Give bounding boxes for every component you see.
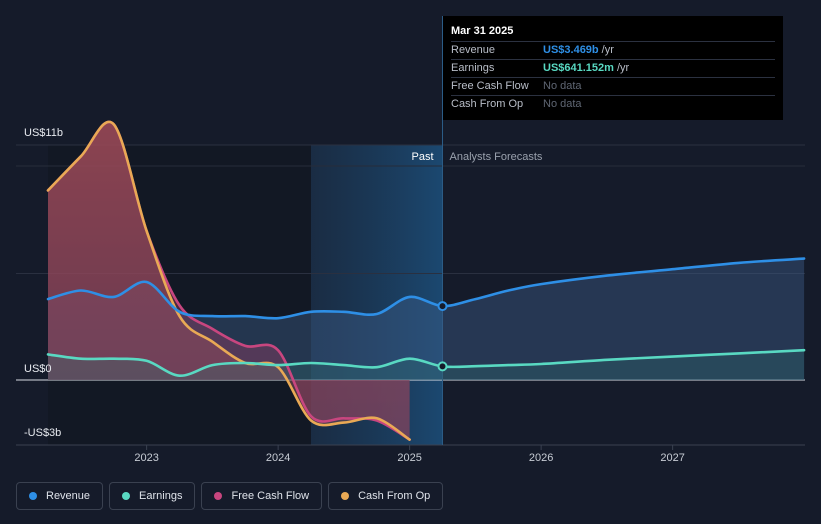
tooltip-value: No data bbox=[543, 98, 582, 110]
tooltip: Mar 31 2025 Revenue US$3.469b /yr Earnin… bbox=[443, 16, 783, 120]
x-tick-label: 2024 bbox=[266, 452, 290, 464]
legend-item-free-cash-flow[interactable]: Free Cash Flow bbox=[201, 482, 323, 510]
legend-label: Earnings bbox=[139, 490, 183, 502]
tooltip-label: Earnings bbox=[451, 62, 495, 74]
tooltip-date: Mar 31 2025 bbox=[451, 25, 514, 37]
legend-label: Free Cash Flow bbox=[231, 490, 310, 502]
tooltip-row-cash-from-op: Cash From Op No data bbox=[451, 95, 775, 113]
cash-from-op-line bbox=[46, 120, 411, 441]
tooltip-row-free-cash-flow: Free Cash Flow No data bbox=[451, 77, 775, 95]
x-tick-label: 2023 bbox=[134, 452, 158, 464]
x-tick-label: 2025 bbox=[397, 452, 421, 464]
tooltip-row-earnings: Earnings US$641.152m /yr bbox=[451, 59, 775, 77]
legend-item-revenue[interactable]: Revenue bbox=[16, 482, 104, 510]
earnings-dot-icon bbox=[122, 492, 131, 500]
tooltip-unit: /yr bbox=[601, 44, 614, 56]
tooltip-value: US$641.152m bbox=[543, 62, 614, 74]
revenue-dot-icon bbox=[29, 492, 37, 500]
tooltip-unit: /yr bbox=[616, 62, 630, 74]
legend-item-cash-from-op[interactable]: Cash From Op bbox=[328, 482, 444, 510]
tooltip-row-revenue: Revenue US$3.469b /yr bbox=[451, 41, 775, 59]
earnings-line bbox=[46, 348, 806, 378]
tooltip-value: US$3.469b bbox=[543, 44, 599, 56]
past-region-label: Past bbox=[411, 151, 433, 163]
tooltip-label: Revenue bbox=[451, 44, 496, 56]
tooltip-label: Cash From Op bbox=[451, 98, 524, 110]
cash-from-op-dot-icon bbox=[341, 492, 350, 500]
x-tick-label: 2027 bbox=[660, 452, 684, 464]
y-tick-label: US$11b bbox=[24, 127, 63, 139]
forecast-region-label: Analysts Forecasts bbox=[450, 151, 543, 163]
y-tick-label: US$0 bbox=[24, 363, 52, 375]
x-tick-label: 2026 bbox=[529, 452, 553, 464]
free-cash-flow-dot-icon bbox=[214, 492, 223, 500]
revenue-marker bbox=[437, 301, 448, 312]
legend-label: Cash From Op bbox=[358, 490, 431, 502]
revenue-area bbox=[48, 258, 805, 380]
revenue-line bbox=[46, 257, 806, 320]
earnings-area bbox=[48, 350, 805, 380]
legend: Revenue Earnings Free Cash Flow Cash Fro… bbox=[16, 482, 444, 510]
legend-item-earnings[interactable]: Earnings bbox=[109, 482, 196, 510]
earnings-marker bbox=[437, 361, 448, 372]
y-tick-label: -US$3b bbox=[24, 427, 61, 439]
tooltip-value: No data bbox=[543, 80, 582, 92]
legend-label: Revenue bbox=[46, 490, 91, 502]
tooltip-label: Free Cash Flow bbox=[451, 80, 529, 92]
